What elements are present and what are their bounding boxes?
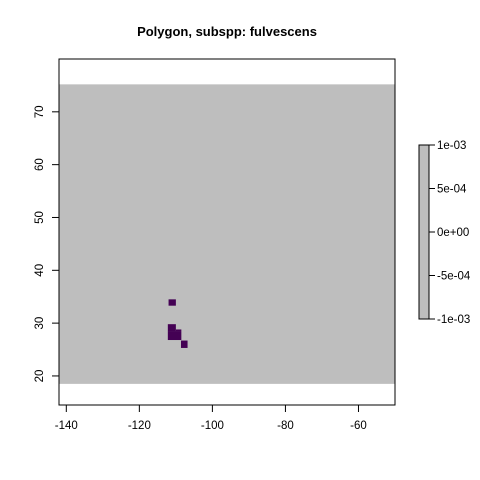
legend-tick-label: -1e-03 (437, 314, 470, 326)
legend-tick-label: 0e+00 (437, 227, 469, 239)
x-tick-label: -140 (55, 420, 78, 432)
chart-title: Polygon, subspp: fulvescens (137, 24, 317, 39)
x-axis: -140 -120 -100 -80 -60 (55, 404, 367, 432)
x-tick-label: -100 (201, 420, 224, 432)
x-tick-label: -60 (350, 420, 367, 432)
legend-tick-label: 5e-04 (437, 184, 467, 196)
raster-cell (167, 324, 176, 332)
legend-tick-label: 1e-03 (437, 140, 466, 152)
legend-colorbar (418, 144, 430, 320)
raster-layer (59, 84, 395, 384)
x-tick-label: -80 (277, 420, 294, 432)
legend: 1e-03 5e-04 0e+00 -5e-04 -1e-03 (418, 140, 471, 326)
raster-cell (167, 331, 182, 341)
raster-cell (180, 340, 188, 348)
y-tick-label: 40 (34, 264, 46, 277)
y-tick-label: 30 (34, 317, 46, 330)
y-axis: 20 30 40 50 60 70 (34, 105, 60, 383)
x-tick-label: -120 (128, 420, 151, 432)
raster-cell (168, 299, 176, 306)
raster-cell (175, 329, 182, 332)
y-tick-label: 60 (34, 158, 46, 171)
legend-tick-label: -5e-04 (437, 271, 471, 283)
raster-background (59, 84, 395, 384)
y-tick-label: 20 (34, 370, 46, 383)
y-tick-label: 70 (34, 105, 46, 118)
y-tick-label: 50 (34, 211, 46, 224)
